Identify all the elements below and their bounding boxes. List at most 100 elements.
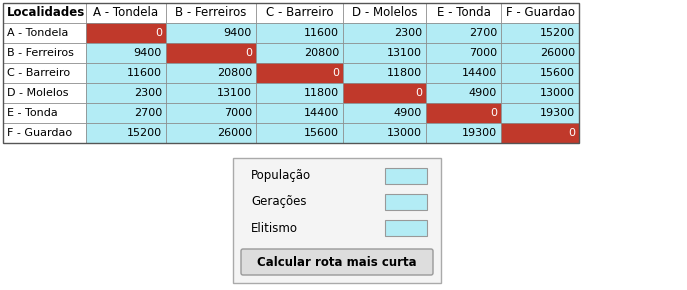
Text: 11800: 11800 <box>304 88 339 98</box>
Bar <box>385 220 427 236</box>
Bar <box>501 103 579 123</box>
Bar <box>343 23 426 43</box>
Text: 14400: 14400 <box>462 68 497 78</box>
Text: 19300: 19300 <box>540 108 575 118</box>
Bar <box>86 83 166 103</box>
Bar <box>166 83 256 103</box>
Text: F - Guardao: F - Guardao <box>7 128 72 138</box>
Text: A - Tondela: A - Tondela <box>7 28 69 38</box>
Bar <box>256 3 343 23</box>
Text: 0: 0 <box>245 48 252 58</box>
Text: 13100: 13100 <box>387 48 422 58</box>
Text: 2300: 2300 <box>394 28 422 38</box>
Bar <box>256 43 343 63</box>
Text: 20800: 20800 <box>304 48 339 58</box>
Text: 20800: 20800 <box>217 68 252 78</box>
Bar <box>166 43 256 63</box>
Bar <box>86 43 166 63</box>
Text: 13000: 13000 <box>387 128 422 138</box>
Bar <box>343 83 426 103</box>
Bar <box>3 63 86 83</box>
Text: A - Tondela: A - Tondela <box>93 6 159 19</box>
Text: 15600: 15600 <box>304 128 339 138</box>
Text: 2700: 2700 <box>469 28 497 38</box>
Text: 15200: 15200 <box>127 128 162 138</box>
Bar <box>256 63 343 83</box>
Text: 9400: 9400 <box>224 28 252 38</box>
Text: 26000: 26000 <box>217 128 252 138</box>
Text: Localidades: Localidades <box>7 6 85 19</box>
Text: 7000: 7000 <box>224 108 252 118</box>
Bar <box>426 123 501 143</box>
Bar <box>256 123 343 143</box>
Text: 0: 0 <box>332 68 339 78</box>
Text: D - Molelos: D - Molelos <box>352 6 417 19</box>
Text: 4900: 4900 <box>394 108 422 118</box>
Bar <box>426 3 501 23</box>
Bar <box>426 63 501 83</box>
Bar <box>501 123 579 143</box>
Bar <box>3 43 86 63</box>
Bar <box>426 83 501 103</box>
Text: 0: 0 <box>490 108 497 118</box>
Bar <box>3 3 86 23</box>
Text: 2300: 2300 <box>134 88 162 98</box>
Bar <box>86 63 166 83</box>
Text: E - Tonda: E - Tonda <box>436 6 491 19</box>
Text: C - Barreiro: C - Barreiro <box>7 68 70 78</box>
Bar <box>3 23 86 43</box>
Bar <box>3 3 579 143</box>
Text: 2700: 2700 <box>134 108 162 118</box>
Bar <box>426 23 501 43</box>
Text: 13000: 13000 <box>540 88 575 98</box>
Text: C - Barreiro: C - Barreiro <box>266 6 333 19</box>
Text: 7000: 7000 <box>469 48 497 58</box>
Bar <box>3 103 86 123</box>
Text: 0: 0 <box>155 28 162 38</box>
Text: 15200: 15200 <box>540 28 575 38</box>
Bar <box>166 103 256 123</box>
Bar <box>86 3 166 23</box>
Text: 11600: 11600 <box>304 28 339 38</box>
Text: 4900: 4900 <box>469 88 497 98</box>
Bar <box>256 103 343 123</box>
Text: F - Guardao: F - Guardao <box>506 6 574 19</box>
Text: B - Ferreiros: B - Ferreiros <box>7 48 74 58</box>
Text: 15600: 15600 <box>540 68 575 78</box>
Bar <box>256 23 343 43</box>
Text: 26000: 26000 <box>540 48 575 58</box>
Text: Calcular rota mais curta: Calcular rota mais curta <box>257 255 417 269</box>
Bar <box>343 123 426 143</box>
Text: E - Tonda: E - Tonda <box>7 108 58 118</box>
Bar <box>501 43 579 63</box>
Bar <box>426 103 501 123</box>
Text: B - Ferreiros: B - Ferreiros <box>175 6 247 19</box>
Bar <box>86 103 166 123</box>
Text: 13100: 13100 <box>217 88 252 98</box>
Bar <box>343 3 426 23</box>
Bar <box>385 168 427 184</box>
Text: 0: 0 <box>415 88 422 98</box>
Text: 14400: 14400 <box>304 108 339 118</box>
Text: Gerações: Gerações <box>251 195 306 209</box>
Text: 19300: 19300 <box>462 128 497 138</box>
Bar <box>501 83 579 103</box>
Bar <box>501 63 579 83</box>
Bar <box>86 23 166 43</box>
Text: 0: 0 <box>568 128 575 138</box>
Bar <box>256 83 343 103</box>
Bar <box>343 43 426 63</box>
Bar <box>343 63 426 83</box>
Bar <box>233 158 441 283</box>
Text: 11800: 11800 <box>387 68 422 78</box>
Bar <box>166 123 256 143</box>
Text: Elitismo: Elitismo <box>251 222 298 235</box>
Bar <box>86 123 166 143</box>
Bar <box>501 3 579 23</box>
Text: 9400: 9400 <box>134 48 162 58</box>
Bar <box>3 123 86 143</box>
Bar <box>385 194 427 210</box>
Bar <box>343 103 426 123</box>
Bar <box>426 43 501 63</box>
Bar <box>166 63 256 83</box>
